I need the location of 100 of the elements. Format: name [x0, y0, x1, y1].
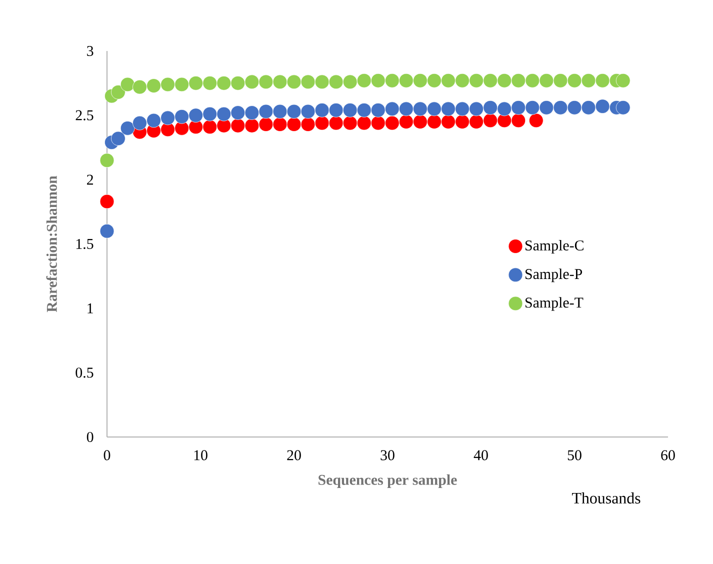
point [581, 73, 596, 88]
point [413, 102, 428, 116]
point [342, 74, 358, 90]
point [216, 106, 232, 122]
y-tick-label: 1.5 [76, 238, 94, 250]
point [188, 120, 204, 134]
point [314, 74, 330, 90]
point [427, 73, 442, 88]
point [188, 76, 204, 90]
point [111, 84, 126, 100]
x-tick-label: 30 [380, 450, 394, 460]
point [539, 100, 554, 115]
point [356, 102, 372, 118]
point [595, 99, 610, 114]
point [553, 73, 568, 88]
point [441, 114, 456, 129]
point [111, 131, 126, 146]
point [528, 113, 544, 128]
point [202, 106, 218, 122]
point [300, 74, 316, 90]
point [356, 73, 372, 88]
point [244, 106, 260, 120]
x-tick-label: 60 [661, 450, 675, 460]
point [160, 77, 175, 92]
point [567, 100, 582, 115]
point [497, 102, 512, 116]
point [413, 114, 428, 129]
point [244, 74, 260, 90]
point [483, 73, 498, 88]
point [146, 78, 161, 93]
point [469, 114, 484, 129]
point [455, 114, 470, 129]
point [427, 102, 442, 116]
y-tick-label: 0.5 [76, 368, 94, 378]
legend-label: Sample-P [526, 268, 582, 282]
point [314, 116, 330, 130]
point [258, 117, 274, 132]
point [328, 116, 344, 130]
point [174, 77, 189, 92]
x-tick-label: 10 [194, 450, 208, 460]
point [120, 77, 135, 92]
y-tick-label: 0 [86, 432, 94, 442]
point [483, 100, 498, 115]
point [100, 194, 114, 209]
point [455, 102, 470, 116]
point [469, 73, 484, 88]
point [399, 73, 414, 88]
point [469, 102, 484, 116]
point [399, 114, 414, 129]
point [230, 76, 246, 90]
point [441, 73, 456, 88]
point [272, 117, 288, 132]
point [342, 116, 358, 130]
point [427, 114, 442, 129]
x-tick-label: 50 [568, 450, 582, 460]
point [120, 120, 135, 136]
point [230, 106, 246, 120]
point [511, 73, 526, 88]
point [286, 104, 302, 119]
point [553, 100, 568, 115]
x-tick-label: 0 [104, 450, 110, 460]
point [244, 118, 260, 133]
y-tick-label: 2.5 [76, 110, 94, 120]
point [314, 102, 330, 118]
point [286, 74, 302, 90]
point [100, 224, 114, 238]
point [132, 116, 147, 130]
point [160, 110, 175, 126]
point [581, 100, 596, 115]
point [384, 102, 400, 116]
legend-label: Sample-C [526, 240, 584, 254]
point [132, 80, 147, 94]
point [595, 73, 610, 88]
point [202, 76, 218, 90]
point [616, 73, 630, 88]
y-tick-label: 3 [87, 46, 94, 56]
y-tick-label: 2 [87, 174, 93, 185]
point [483, 113, 498, 128]
point [356, 116, 372, 130]
point [272, 104, 288, 119]
point [202, 120, 218, 134]
legend-label: Sample-T [526, 297, 584, 311]
point [300, 117, 316, 132]
point [511, 113, 526, 128]
point [146, 113, 161, 128]
point [258, 104, 274, 119]
point [497, 73, 512, 88]
point [413, 73, 428, 88]
point [328, 102, 344, 118]
point [188, 108, 204, 123]
point [497, 113, 512, 128]
y-axis-title: Rarefaction:Shannon [46, 176, 57, 312]
point [525, 100, 540, 115]
point [441, 102, 456, 116]
point [567, 73, 582, 88]
point [286, 117, 302, 132]
point [216, 76, 232, 90]
point [370, 73, 386, 88]
point [616, 100, 630, 115]
point [328, 74, 344, 90]
